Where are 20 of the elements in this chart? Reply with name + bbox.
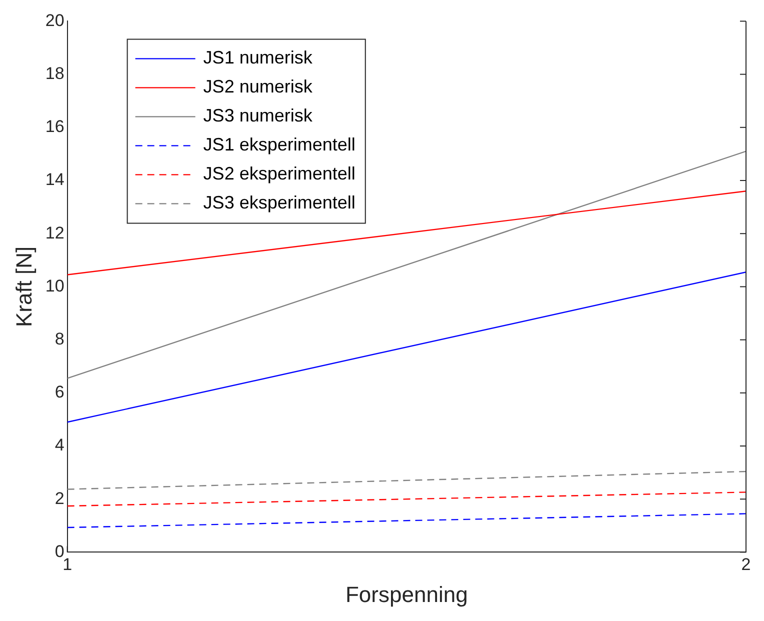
y-tick-label: 4	[54, 436, 64, 455]
legend-label: JS1 eksperimentell	[203, 134, 356, 155]
y-tick-label: 2	[54, 488, 64, 508]
y-tick-label: 18	[45, 64, 64, 83]
legend-label: JS2 numerisk	[203, 76, 314, 97]
y-tick-label: 12	[45, 223, 64, 242]
y-tick-label: 14	[45, 170, 64, 190]
legend-label: JS1 numerisk	[203, 48, 314, 68]
x-tick-label: 1	[62, 555, 72, 574]
legend-label: JS3 numerisk	[203, 106, 314, 126]
legend-label: JS2 eksperimentell	[203, 164, 356, 184]
y-tick-label: 10	[45, 276, 64, 296]
y-tick-label: 6	[54, 382, 64, 402]
y-tick-label: 20	[45, 10, 64, 30]
y-tick-label: 16	[45, 117, 64, 136]
y-tick-label: 0	[54, 542, 64, 561]
legend-label: JS3 eksperimentell	[203, 192, 356, 213]
y-tick-label: 8	[54, 329, 64, 348]
y-axis-title: Kraft [N]	[11, 246, 36, 328]
x-axis-title: Forspenning	[346, 582, 468, 607]
